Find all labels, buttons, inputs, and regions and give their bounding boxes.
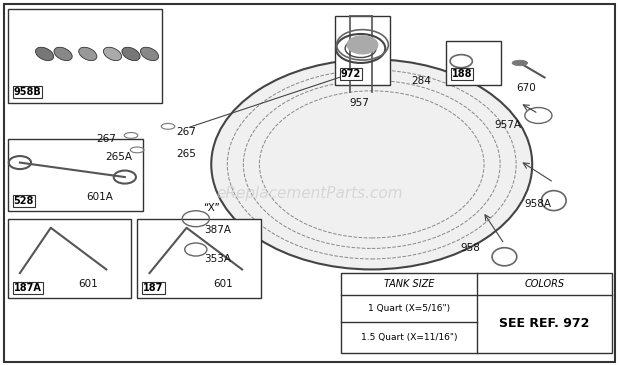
Text: 958B: 958B [14,87,42,97]
Text: 187A: 187A [14,283,42,293]
Text: 601A: 601A [87,192,113,202]
Text: 387A: 387A [204,224,231,235]
Bar [335,16,390,85]
Text: 958A: 958A [525,199,552,209]
Text: 670: 670 [516,83,536,93]
Ellipse shape [54,47,72,61]
Circle shape [347,36,378,54]
Bar [7,9,162,103]
Text: 958: 958 [461,243,480,253]
Bar [137,219,260,299]
Bar [446,41,502,85]
Ellipse shape [211,59,532,269]
Text: 188: 188 [452,69,472,79]
Text: 284: 284 [411,76,431,86]
Ellipse shape [104,47,122,61]
Ellipse shape [35,47,54,61]
Text: “X”: “X” [203,203,219,213]
Text: SEE REF. 972: SEE REF. 972 [499,317,590,330]
Ellipse shape [79,47,97,61]
Text: COLORS: COLORS [525,279,565,289]
Text: 601: 601 [78,279,98,289]
Bar [7,219,131,299]
Text: 353A: 353A [204,254,231,264]
Text: eReplacementParts.com: eReplacementParts.com [216,186,404,201]
Text: 957: 957 [350,98,370,108]
Text: 972: 972 [341,69,361,79]
Text: 267: 267 [177,127,197,137]
Ellipse shape [512,60,528,66]
Text: 187: 187 [143,283,164,293]
Text: 267: 267 [96,134,117,144]
Text: 265A: 265A [105,152,132,162]
Text: 1 Quart (X=5/16"): 1 Quart (X=5/16") [368,304,450,314]
Text: 957A: 957A [494,120,521,130]
Text: TANK SIZE: TANK SIZE [384,279,434,289]
Ellipse shape [140,47,159,61]
Text: 265: 265 [177,149,197,158]
Text: 601: 601 [214,279,234,289]
Bar [7,139,143,211]
Text: 1.5 Quart (X=11/16"): 1.5 Quart (X=11/16") [360,333,457,342]
Bar [341,273,613,353]
Ellipse shape [122,47,140,61]
Text: 528: 528 [14,196,34,206]
